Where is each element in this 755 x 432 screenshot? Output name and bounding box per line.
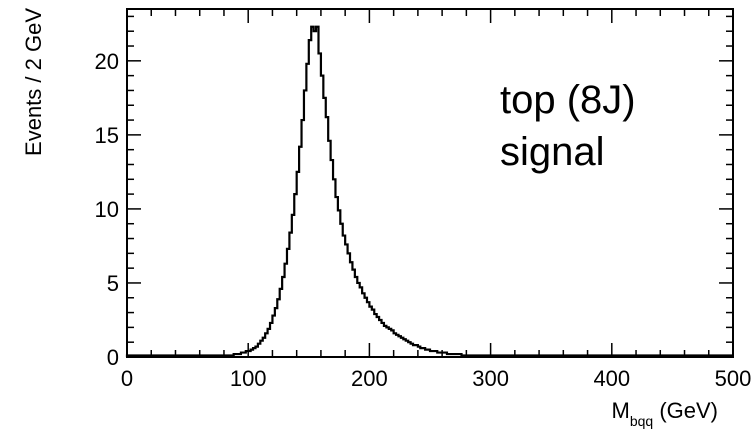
plot-frame-rect <box>126 8 734 358</box>
histogram-line <box>125 25 733 357</box>
x-axis-label-subscript: bqq <box>630 413 653 429</box>
annotation-line-1: top (8J) <box>500 78 636 122</box>
y-axis-label: Events / 2 GeV <box>21 8 46 156</box>
x-tick-label: 500 <box>715 366 752 391</box>
histogram-series <box>125 25 733 357</box>
y-tick-label: 5 <box>107 271 119 296</box>
x-tick-label: 200 <box>351 366 388 391</box>
x-tick-label: 100 <box>230 366 267 391</box>
y-tick-label: 0 <box>107 345 119 370</box>
x-tick-label: 0 <box>121 366 133 391</box>
x-axis-label-main: M <box>612 398 630 423</box>
plot-frame <box>126 8 734 358</box>
y-tick-label: 20 <box>95 49 119 74</box>
x-axis-label: Mbqq (GeV) <box>612 398 718 429</box>
y-tick-label: 15 <box>95 123 119 148</box>
x-axis-ticks: 0 100 200 300 400 500 <box>121 9 751 391</box>
annotation-line-2: signal <box>500 130 605 174</box>
y-tick-label: 10 <box>95 197 119 222</box>
y-axis-ticks: 0 5 10 15 20 <box>95 15 733 370</box>
x-tick-label: 400 <box>593 366 630 391</box>
x-tick-label: 300 <box>472 366 509 391</box>
x-axis-label-unit: (GeV) <box>653 398 718 423</box>
